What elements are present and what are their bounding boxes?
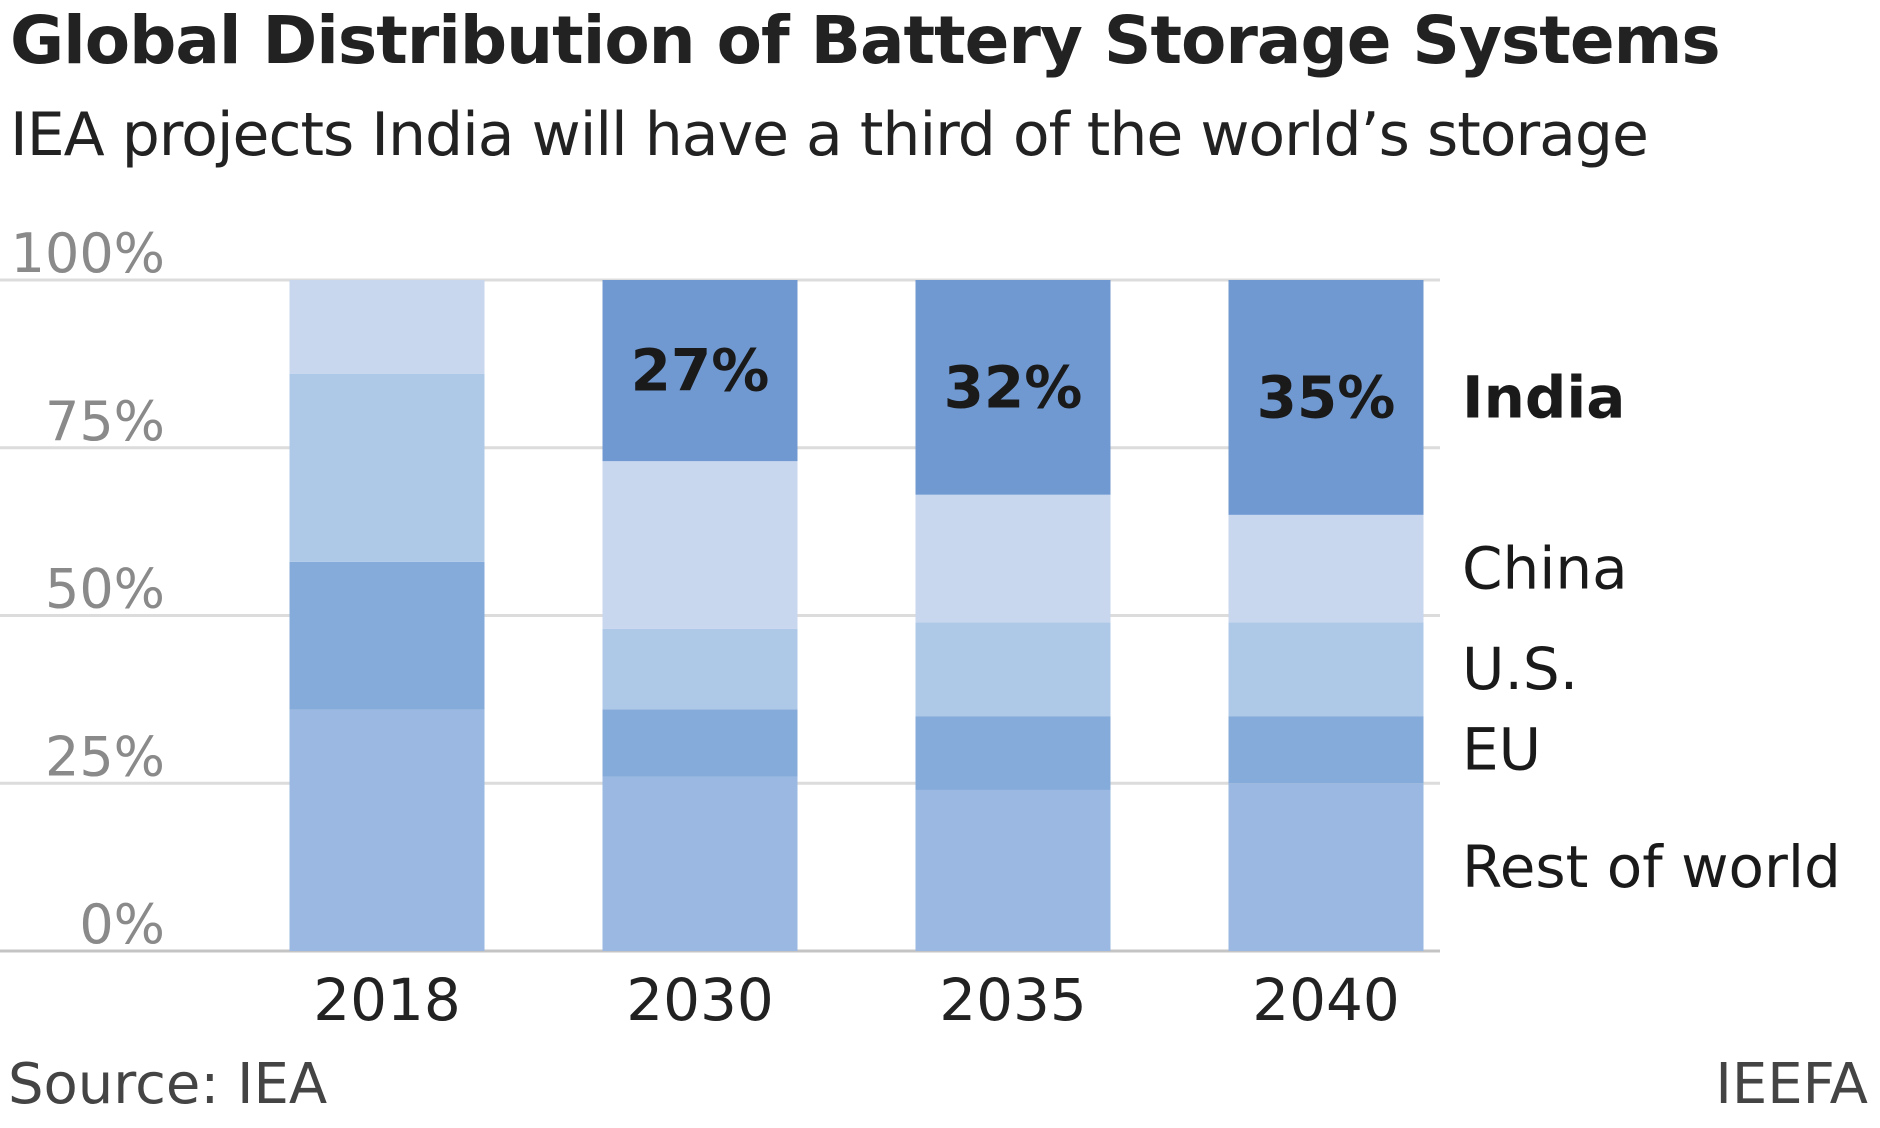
series-label: Rest of world bbox=[1462, 833, 1841, 901]
bar-segment-rest-of-world bbox=[1228, 783, 1424, 951]
series-label: India bbox=[1462, 363, 1625, 431]
x-tick-label: 2030 bbox=[626, 966, 774, 1034]
y-tick-label: 75% bbox=[45, 390, 165, 453]
bar-segment-china bbox=[915, 494, 1111, 623]
data-label: 32% bbox=[944, 353, 1083, 421]
bar-segment-china bbox=[289, 280, 485, 374]
credit-note: IEEFA bbox=[1715, 1052, 1868, 1117]
y-tick-label: 25% bbox=[45, 725, 165, 788]
x-tick-label: 2018 bbox=[313, 966, 461, 1034]
bars: 27% 32% 35% bbox=[289, 280, 1424, 951]
x-axis-ticks: 2018 2030 2035 2040 bbox=[313, 966, 1400, 1034]
series-label: EU bbox=[1462, 716, 1541, 784]
bar-segment-u-s- bbox=[602, 628, 798, 710]
series-labels: Rest of world EU U.S. China India bbox=[1462, 363, 1841, 901]
bar-segment-eu bbox=[1228, 716, 1424, 784]
data-label: 27% bbox=[631, 337, 770, 405]
chart-title: Global Distribution of Battery Storage S… bbox=[10, 2, 1721, 79]
bar-segment-rest-of-world bbox=[289, 709, 485, 951]
data-label: 35% bbox=[1257, 363, 1396, 431]
bar-segment-u-s- bbox=[915, 622, 1111, 717]
y-tick-label: 100% bbox=[11, 222, 165, 285]
bar-segment-rest-of-world bbox=[602, 776, 798, 951]
bar-segment-china bbox=[602, 461, 798, 629]
bar-segment-india bbox=[1228, 280, 1424, 515]
y-tick-label: 0% bbox=[79, 893, 165, 956]
x-tick-label: 2040 bbox=[1252, 966, 1400, 1034]
x-tick-label: 2035 bbox=[939, 966, 1087, 1034]
series-label: China bbox=[1462, 535, 1628, 603]
bar-segment-india bbox=[602, 280, 798, 462]
bar-segment-india bbox=[915, 280, 1111, 495]
bar-segment-eu bbox=[289, 561, 485, 710]
y-tick-label: 50% bbox=[45, 558, 165, 621]
bar-segment-u-s- bbox=[1228, 622, 1424, 717]
bar-segment-rest-of-world bbox=[915, 789, 1111, 951]
bar-segment-u-s- bbox=[289, 373, 485, 562]
series-label: U.S. bbox=[1462, 635, 1578, 703]
bar-segment-eu bbox=[915, 716, 1111, 790]
bar-segment-china bbox=[1228, 514, 1424, 623]
source-note: Source: IEA bbox=[8, 1052, 328, 1117]
chart-subtitle: IEA projects India will have a third of … bbox=[10, 100, 1649, 170]
bar-segment-eu bbox=[602, 709, 798, 777]
y-axis-ticks: 0% 25% 50% 75% 100% bbox=[11, 222, 165, 956]
